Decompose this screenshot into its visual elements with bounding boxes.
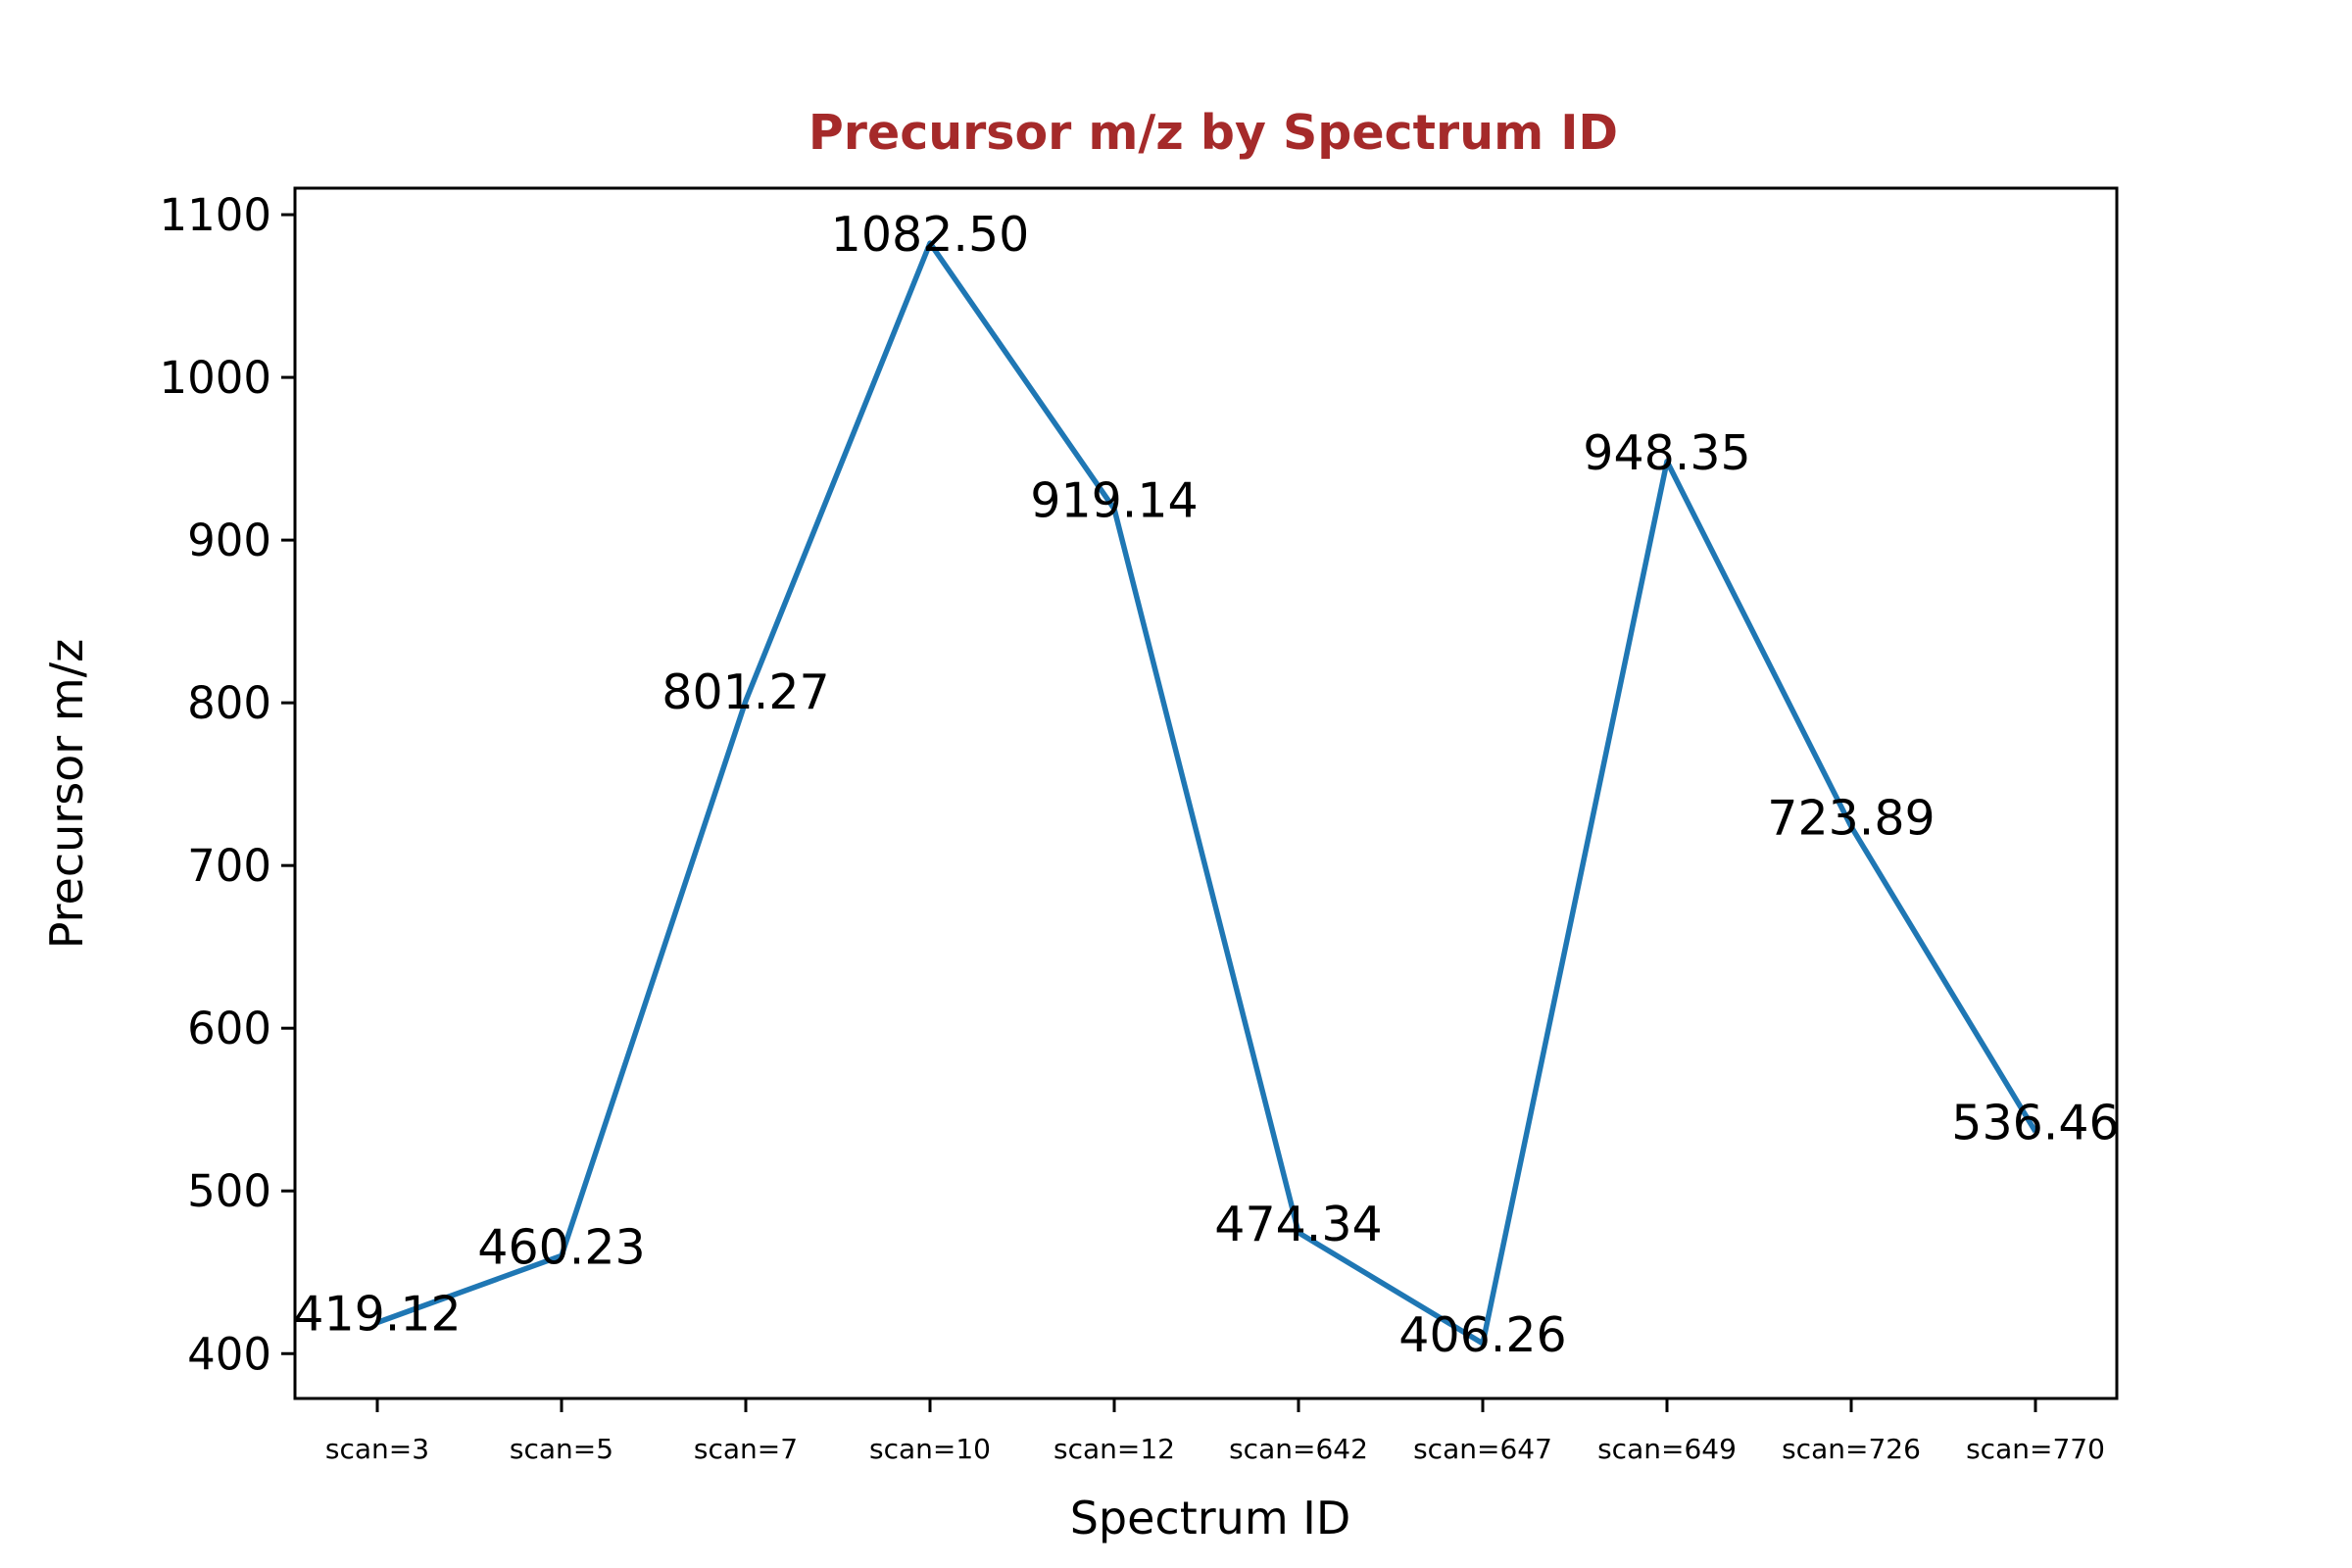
x-tick-label: scan=5 [510,1433,613,1465]
y-tick-label: 1000 [159,352,271,404]
x-tick-label: scan=10 [869,1433,991,1465]
x-tick-label: scan=642 [1229,1433,1368,1465]
data-point-label: 801.27 [662,664,829,720]
data-point-label: 948.35 [1583,425,1750,481]
x-axis-label: Spectrum ID [1070,1492,1351,1544]
x-tick-label: scan=3 [325,1433,429,1465]
y-tick-label: 600 [187,1003,271,1054]
y-axis-label: Precursor m/z [40,639,93,950]
x-tick-label: scan=647 [1413,1433,1552,1465]
data-point-label: 474.34 [1214,1197,1382,1252]
plot-area [376,240,2038,1347]
x-tick-label: scan=649 [1597,1433,1737,1465]
plot-frame [293,186,2119,1400]
y-tick-label: 1100 [159,189,271,241]
y-tick-label: 400 [187,1328,271,1380]
data-point-labels: 419.12 460.23 801.27 1082.50 919.14 474.34 406… [293,207,2119,1363]
y-tick-label: 500 [187,1165,271,1217]
y-tick-label: 900 [187,514,271,566]
data-point-label: 723.89 [1767,791,1935,847]
data-point-label: 919.14 [1030,472,1198,528]
data-point-label: 1082.50 [831,207,1030,263]
x-tick-label: scan=12 [1054,1433,1175,1465]
y-tick-label: 700 [187,840,271,892]
x-tick-label: scan=770 [1966,1433,2105,1465]
line-series [376,240,2038,1347]
data-point-label: 406.26 [1398,1307,1566,1363]
x-axis-ticks: scan=3 scan=5 scan=7 scan=10 scan=12 scan=642… [325,1398,2105,1465]
x-tick-label: scan=726 [1782,1433,1921,1465]
data-point-label: 536.46 [1951,1096,2119,1152]
y-tick-label: 800 [187,677,271,729]
x-tick-label: scan=7 [694,1433,798,1465]
y-axis-ticks: 400 500 600 700 800 900 1000 1100 [159,189,295,1380]
data-point-label: 460.23 [477,1219,645,1275]
data-point-label: 419.12 [293,1287,461,1343]
chart-title: Precursor m/z by Spectrum ID [808,105,1618,161]
